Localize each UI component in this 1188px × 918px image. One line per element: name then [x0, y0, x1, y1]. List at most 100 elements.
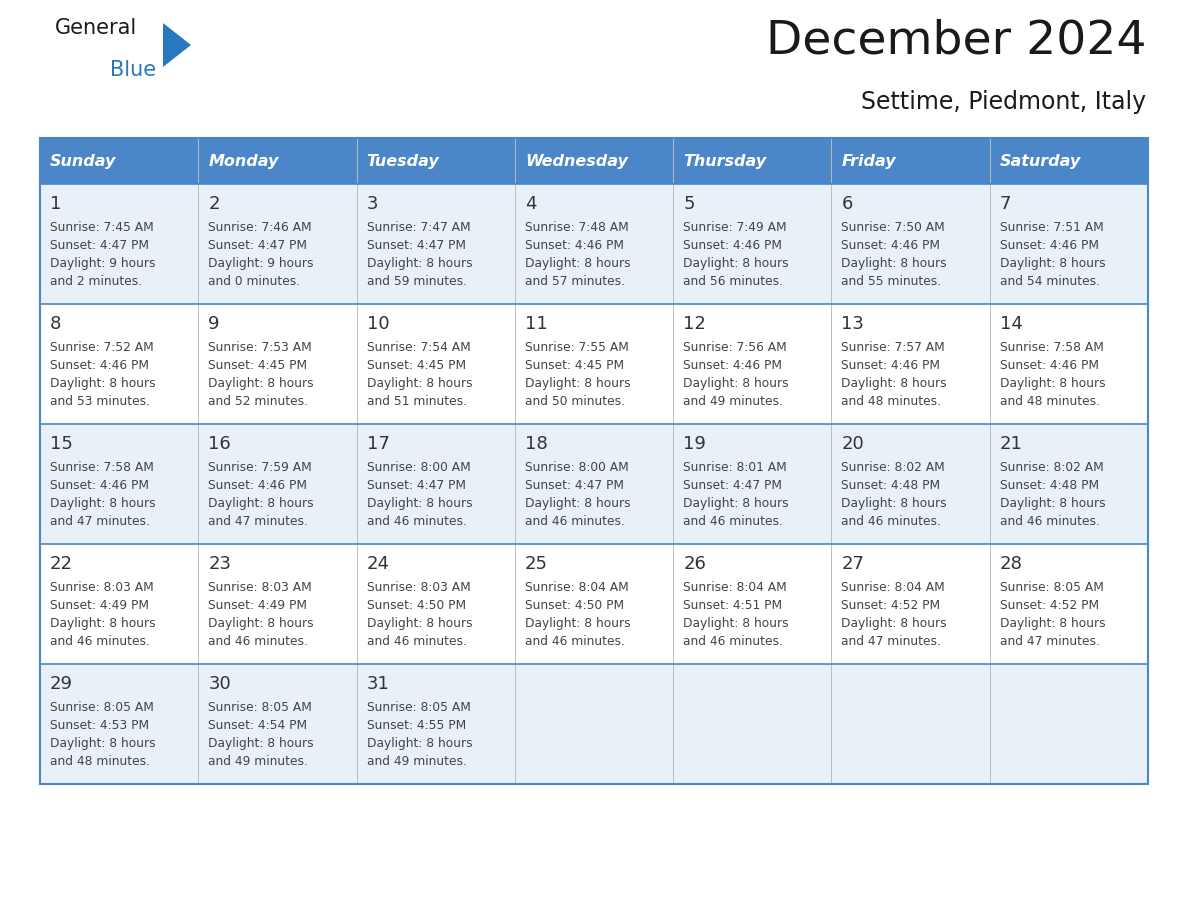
Text: Sunset: 4:48 PM: Sunset: 4:48 PM — [841, 479, 941, 492]
Text: Daylight: 8 hours: Daylight: 8 hours — [208, 497, 314, 510]
Text: 19: 19 — [683, 435, 706, 453]
Text: Daylight: 8 hours: Daylight: 8 hours — [367, 497, 472, 510]
Text: 20: 20 — [841, 435, 864, 453]
Text: Sunset: 4:49 PM: Sunset: 4:49 PM — [208, 599, 308, 612]
Text: 13: 13 — [841, 315, 865, 333]
Text: and 0 minutes.: and 0 minutes. — [208, 275, 301, 288]
Text: 3: 3 — [367, 195, 378, 213]
Text: Sunset: 4:49 PM: Sunset: 4:49 PM — [50, 599, 148, 612]
Text: Sunrise: 8:02 AM: Sunrise: 8:02 AM — [1000, 461, 1104, 474]
Bar — [40, 304, 1148, 424]
Text: 28: 28 — [1000, 555, 1023, 573]
Text: 24: 24 — [367, 555, 390, 573]
Text: Sunset: 4:46 PM: Sunset: 4:46 PM — [841, 359, 941, 372]
Text: 23: 23 — [208, 555, 232, 573]
Text: Sunrise: 7:58 AM: Sunrise: 7:58 AM — [50, 461, 154, 474]
Text: 7: 7 — [1000, 195, 1011, 213]
Text: and 47 minutes.: and 47 minutes. — [208, 515, 308, 528]
Text: and 48 minutes.: and 48 minutes. — [841, 395, 941, 408]
Text: Sunrise: 8:03 AM: Sunrise: 8:03 AM — [50, 581, 153, 594]
Text: Sunrise: 7:54 AM: Sunrise: 7:54 AM — [367, 341, 470, 354]
Text: Sunrise: 7:58 AM: Sunrise: 7:58 AM — [1000, 341, 1104, 354]
Text: Sunrise: 7:46 AM: Sunrise: 7:46 AM — [208, 221, 312, 234]
Text: and 46 minutes.: and 46 minutes. — [683, 635, 783, 648]
Text: and 46 minutes.: and 46 minutes. — [208, 635, 308, 648]
Text: 25: 25 — [525, 555, 548, 573]
Text: Sunrise: 7:47 AM: Sunrise: 7:47 AM — [367, 221, 470, 234]
Text: Sunrise: 7:48 AM: Sunrise: 7:48 AM — [525, 221, 628, 234]
Text: Sunset: 4:45 PM: Sunset: 4:45 PM — [525, 359, 624, 372]
Text: Saturday: Saturday — [1000, 153, 1081, 169]
Text: and 56 minutes.: and 56 minutes. — [683, 275, 783, 288]
Text: Sunset: 4:45 PM: Sunset: 4:45 PM — [208, 359, 308, 372]
Text: Daylight: 8 hours: Daylight: 8 hours — [367, 377, 472, 390]
Text: Wednesday: Wednesday — [525, 153, 627, 169]
Text: Daylight: 8 hours: Daylight: 8 hours — [683, 617, 789, 630]
Text: Daylight: 8 hours: Daylight: 8 hours — [50, 377, 156, 390]
Text: Sunrise: 7:57 AM: Sunrise: 7:57 AM — [841, 341, 946, 354]
Text: Daylight: 8 hours: Daylight: 8 hours — [50, 737, 156, 750]
Text: 11: 11 — [525, 315, 548, 333]
Text: and 49 minutes.: and 49 minutes. — [367, 755, 467, 768]
Text: Daylight: 8 hours: Daylight: 8 hours — [525, 617, 631, 630]
Text: Sunrise: 7:50 AM: Sunrise: 7:50 AM — [841, 221, 946, 234]
Text: 21: 21 — [1000, 435, 1023, 453]
Text: and 49 minutes.: and 49 minutes. — [683, 395, 783, 408]
Text: and 2 minutes.: and 2 minutes. — [50, 275, 143, 288]
Text: 26: 26 — [683, 555, 706, 573]
Text: Sunset: 4:46 PM: Sunset: 4:46 PM — [50, 479, 148, 492]
Text: Sunrise: 8:05 AM: Sunrise: 8:05 AM — [1000, 581, 1104, 594]
Text: 2: 2 — [208, 195, 220, 213]
Text: Daylight: 8 hours: Daylight: 8 hours — [1000, 257, 1105, 270]
Text: and 48 minutes.: and 48 minutes. — [50, 755, 150, 768]
Text: and 57 minutes.: and 57 minutes. — [525, 275, 625, 288]
Text: Sunrise: 8:05 AM: Sunrise: 8:05 AM — [50, 701, 154, 714]
Text: Sunday: Sunday — [50, 153, 116, 169]
Text: Daylight: 8 hours: Daylight: 8 hours — [841, 377, 947, 390]
Text: 8: 8 — [50, 315, 62, 333]
Text: and 47 minutes.: and 47 minutes. — [1000, 635, 1100, 648]
Text: Daylight: 8 hours: Daylight: 8 hours — [50, 617, 156, 630]
Text: and 54 minutes.: and 54 minutes. — [1000, 275, 1100, 288]
Text: Monday: Monday — [208, 153, 279, 169]
Text: and 46 minutes.: and 46 minutes. — [841, 515, 941, 528]
Text: Daylight: 8 hours: Daylight: 8 hours — [1000, 497, 1105, 510]
Text: 29: 29 — [50, 675, 72, 693]
Text: Daylight: 8 hours: Daylight: 8 hours — [367, 257, 472, 270]
Bar — [40, 138, 1148, 184]
Text: Sunset: 4:46 PM: Sunset: 4:46 PM — [683, 239, 782, 252]
Text: Sunrise: 8:02 AM: Sunrise: 8:02 AM — [841, 461, 946, 474]
Text: Sunrise: 8:00 AM: Sunrise: 8:00 AM — [525, 461, 628, 474]
Text: Sunset: 4:47 PM: Sunset: 4:47 PM — [367, 239, 466, 252]
Text: Sunset: 4:47 PM: Sunset: 4:47 PM — [208, 239, 308, 252]
Text: Daylight: 8 hours: Daylight: 8 hours — [367, 617, 472, 630]
Text: Sunrise: 8:04 AM: Sunrise: 8:04 AM — [683, 581, 786, 594]
Text: 16: 16 — [208, 435, 230, 453]
Text: Sunrise: 7:55 AM: Sunrise: 7:55 AM — [525, 341, 628, 354]
Text: Daylight: 8 hours: Daylight: 8 hours — [367, 737, 472, 750]
Text: and 59 minutes.: and 59 minutes. — [367, 275, 467, 288]
Text: 31: 31 — [367, 675, 390, 693]
Text: Sunset: 4:46 PM: Sunset: 4:46 PM — [50, 359, 148, 372]
Text: Sunset: 4:45 PM: Sunset: 4:45 PM — [367, 359, 466, 372]
Text: and 53 minutes.: and 53 minutes. — [50, 395, 150, 408]
Text: Tuesday: Tuesday — [367, 153, 440, 169]
Text: Sunset: 4:50 PM: Sunset: 4:50 PM — [367, 599, 466, 612]
Text: Sunset: 4:50 PM: Sunset: 4:50 PM — [525, 599, 624, 612]
Text: and 46 minutes.: and 46 minutes. — [50, 635, 150, 648]
Bar — [40, 664, 1148, 784]
Text: 27: 27 — [841, 555, 865, 573]
Text: Friday: Friday — [841, 153, 896, 169]
Text: 9: 9 — [208, 315, 220, 333]
Text: Sunset: 4:53 PM: Sunset: 4:53 PM — [50, 719, 150, 732]
Text: Sunrise: 7:53 AM: Sunrise: 7:53 AM — [208, 341, 312, 354]
Bar — [40, 184, 1148, 304]
Text: Sunrise: 8:03 AM: Sunrise: 8:03 AM — [367, 581, 470, 594]
Text: Daylight: 8 hours: Daylight: 8 hours — [50, 497, 156, 510]
Text: and 47 minutes.: and 47 minutes. — [841, 635, 941, 648]
Text: Settime, Piedmont, Italy: Settime, Piedmont, Italy — [861, 90, 1146, 114]
Text: Daylight: 8 hours: Daylight: 8 hours — [208, 617, 314, 630]
Text: Daylight: 8 hours: Daylight: 8 hours — [683, 377, 789, 390]
Text: Daylight: 9 hours: Daylight: 9 hours — [50, 257, 156, 270]
Text: 18: 18 — [525, 435, 548, 453]
